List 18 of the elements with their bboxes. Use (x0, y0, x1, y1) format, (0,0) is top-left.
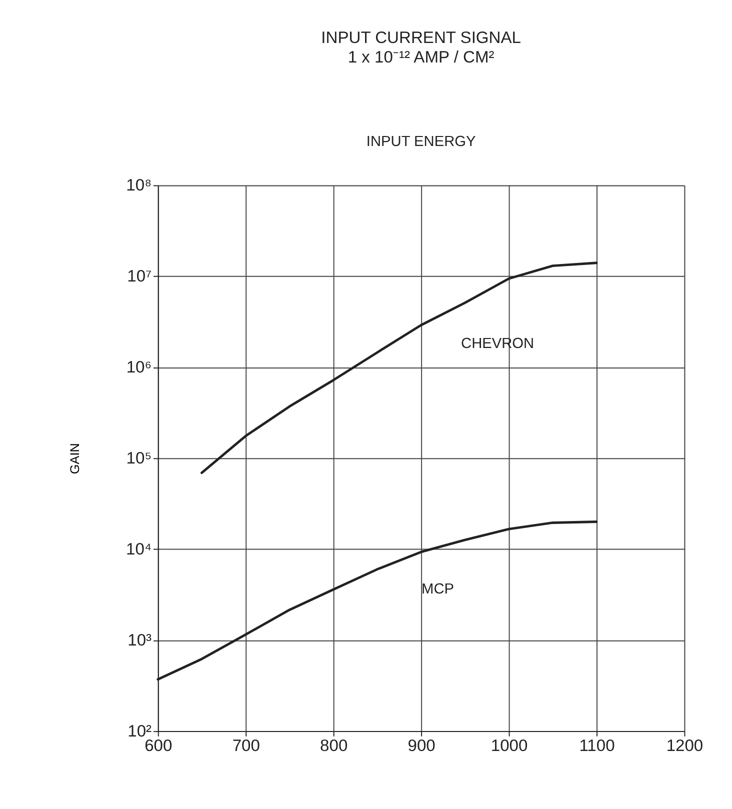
y-tick-label: 10⁸ (126, 176, 152, 195)
chart-subtitle: 1 x 10⁻¹² AMP / CM² (348, 47, 495, 66)
annotation: MCP (422, 581, 454, 598)
x-tick-label: 1100 (579, 736, 615, 756)
x-tick-label: 1200 (666, 736, 704, 756)
y-axis-title: GAIN (68, 443, 82, 474)
text: INPUT ENERGY (366, 134, 476, 150)
y-tick-label: 10⁶ (126, 358, 152, 377)
y-tick-label: 10⁴ (126, 539, 152, 558)
x-tick-label: 700 (232, 736, 260, 756)
y-tick-label: 10⁵ (126, 448, 152, 468)
line-series (200, 262, 598, 474)
y-tick-label: 10⁷ (127, 266, 152, 286)
y-tick-label: 10³ (128, 630, 152, 650)
chart-title: INPUT CURRENT SIGNAL (321, 28, 521, 47)
x-tick-label: 800 (320, 736, 348, 756)
x-tick-label: 900 (408, 736, 436, 756)
x-tick-label: 1000 (490, 736, 528, 756)
